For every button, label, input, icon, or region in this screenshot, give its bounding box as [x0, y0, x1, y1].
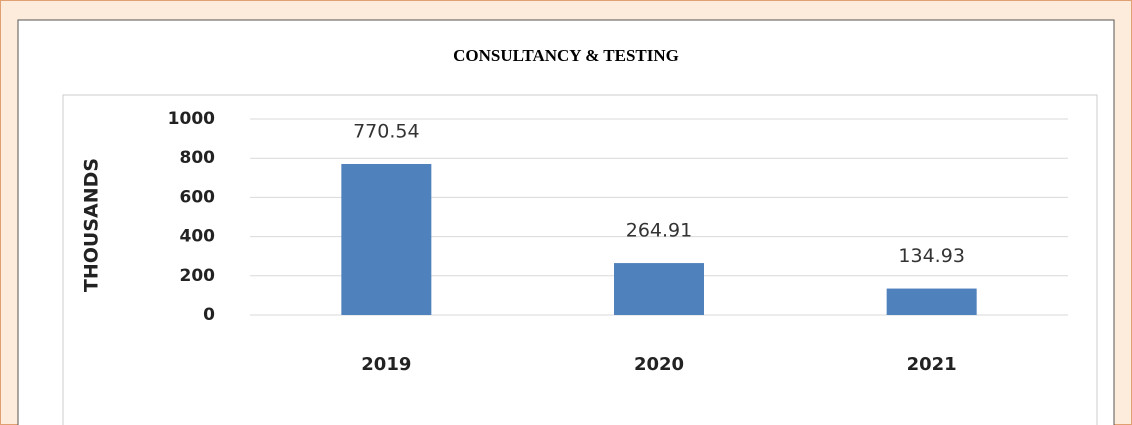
chart-area	[62, 94, 1098, 425]
y-tick-label: 200	[180, 266, 216, 286]
x-tick-label: 2021	[907, 354, 957, 375]
data-label: 264.91	[626, 220, 692, 242]
x-tick-label: 2020	[634, 354, 684, 375]
y-tick-label: 400	[180, 227, 216, 247]
data-label: 134.93	[898, 245, 964, 267]
x-tick-label: 2019	[361, 354, 411, 375]
y-tick-label: 0	[203, 305, 215, 325]
chart-title: CONSULTANCY & TESTING	[453, 46, 679, 65]
y-tick-label: 600	[180, 187, 216, 207]
data-label: 770.54	[353, 120, 419, 142]
bar	[886, 288, 977, 315]
bar	[341, 163, 432, 315]
y-axis-label: THOUSANDS	[81, 158, 103, 292]
y-tick-label: 1000	[168, 109, 215, 129]
y-tick-label: 800	[180, 148, 216, 168]
bar	[614, 263, 704, 315]
